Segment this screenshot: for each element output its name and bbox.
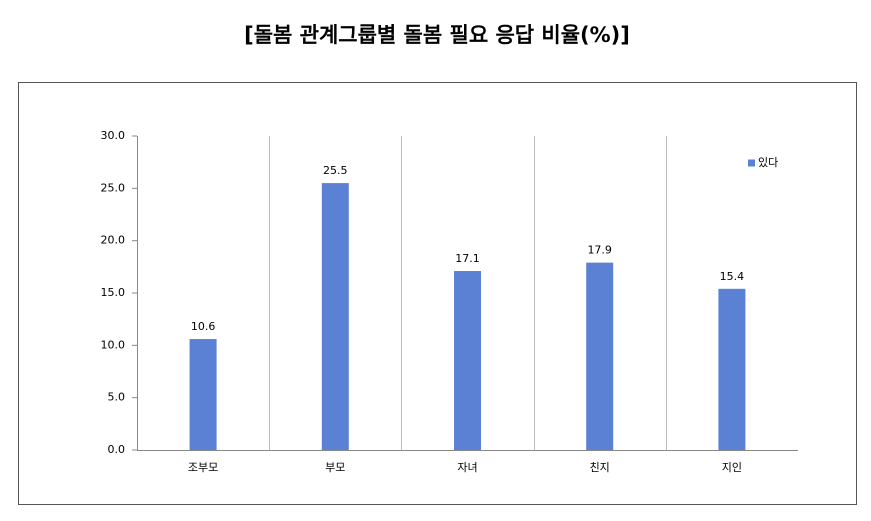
value-label: 25.5	[323, 164, 348, 177]
x-tick-label: 부모	[325, 461, 345, 474]
bar	[321, 183, 349, 450]
chart-title: [돌봄 관계그룹별 돌봄 필요 응답 비율(%)]	[244, 23, 630, 47]
y-tick-label: 0.0	[108, 443, 126, 456]
value-label: 17.1	[455, 252, 480, 265]
x-tick-label: 자녀	[457, 461, 477, 474]
bar	[454, 271, 481, 450]
bar	[586, 262, 614, 450]
y-tick-label: 25.0	[101, 181, 126, 194]
x-tick-label: 조부모	[188, 461, 218, 474]
x-tick-label: 친지	[590, 461, 610, 474]
y-tick-label: 10.0	[101, 338, 126, 351]
x-tick-label: 지인	[722, 461, 742, 474]
value-label: 15.4	[720, 270, 745, 283]
legend-label: 있다	[758, 156, 778, 169]
bar	[718, 288, 746, 450]
y-tick-label: 5.0	[108, 391, 126, 404]
y-tick-label: 15.0	[101, 286, 126, 299]
y-tick-label: 20.0	[101, 234, 126, 247]
chart-frame	[18, 82, 857, 505]
bar	[189, 339, 217, 450]
legend-swatch	[748, 159, 755, 167]
value-label: 17.9	[587, 244, 612, 257]
y-tick-label: 30.0	[101, 129, 126, 142]
value-label: 10.6	[191, 320, 216, 333]
